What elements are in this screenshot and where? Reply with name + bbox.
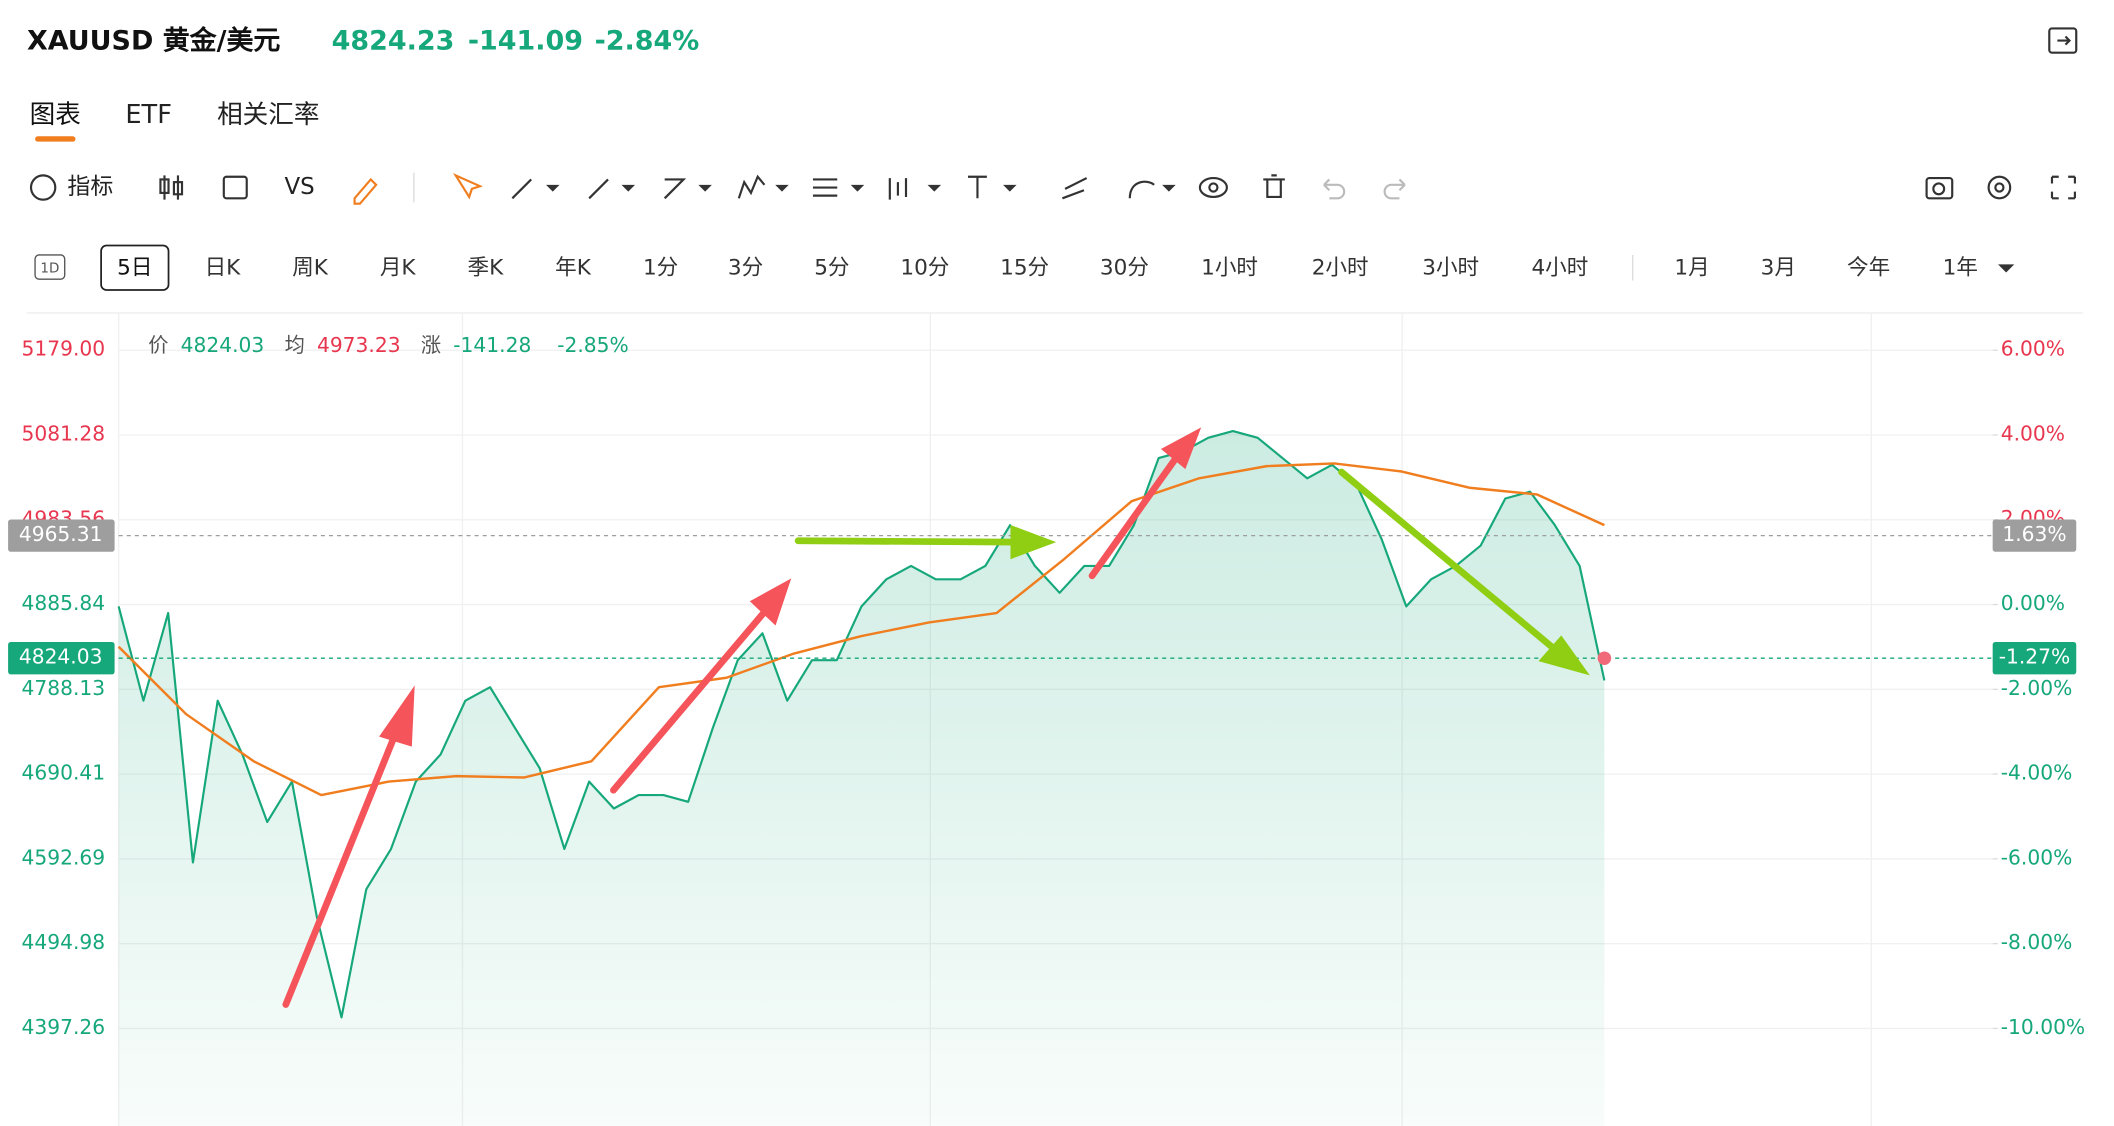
tool-icons[interactable] xyxy=(511,174,1155,200)
y-tick-label: 5179.00 xyxy=(22,337,106,361)
pct-level-box xyxy=(1992,642,2077,675)
timeframe[interactable]: 5日 xyxy=(117,255,152,280)
timeframe[interactable]: 2小时 xyxy=(1312,255,1369,280)
timeframe[interactable]: 3月 xyxy=(1761,255,1796,280)
y-tick-label: 4788.13 xyxy=(22,676,106,700)
plot: 5179.005081.284983.564885.844788.134690.… xyxy=(8,333,2085,1126)
y-tick-label: 4885.84 xyxy=(22,591,106,615)
y-tick-label: 4592.69 xyxy=(22,845,106,869)
price: 4824.23 xyxy=(332,25,455,56)
y-tick-label: 4690.41 xyxy=(22,761,106,785)
1d-label: 1D xyxy=(40,260,59,276)
camera-icon[interactable] xyxy=(1925,177,1954,200)
pct-level-label: -1.27% xyxy=(1999,645,2071,669)
timeframe[interactable]: 年K xyxy=(555,255,592,280)
shape-icon[interactable] xyxy=(222,175,248,200)
price-level-box xyxy=(8,519,115,552)
tab[interactable]: ETF xyxy=(125,100,172,130)
timeframe[interactable]: 5分 xyxy=(814,255,849,280)
y2-tick-label: -4.00% xyxy=(2001,761,2073,785)
timeframe[interactable]: 1月 xyxy=(1674,255,1709,280)
y2-tick-label: -6.00% xyxy=(2001,845,2073,869)
cursor-icon[interactable] xyxy=(452,172,483,200)
y2-tick-label: -2.00% xyxy=(2001,676,2073,700)
price-level-label: 4824.03 xyxy=(19,645,103,669)
y2-tick-label: 6.00% xyxy=(2001,337,2065,361)
average-line xyxy=(117,462,1605,797)
timeframe[interactable]: 1分 xyxy=(643,255,678,280)
symbol: XAUUSD 黄金/美元 xyxy=(27,24,280,56)
timeframe[interactable]: 30分 xyxy=(1100,255,1149,280)
y-tick-label: 4494.98 xyxy=(22,930,106,954)
settings-icon[interactable] xyxy=(1987,175,2012,200)
y2-tick-label: -8.00% xyxy=(2001,930,2073,954)
timeframe[interactable]: 周K xyxy=(292,255,329,280)
timeframe[interactable]: 15分 xyxy=(1000,255,1049,280)
timeframe[interactable]: 今年 xyxy=(1847,255,1890,280)
y-tick-label: 4397.26 xyxy=(22,1015,106,1039)
tab-indicator xyxy=(35,136,76,142)
fullscreen-icon[interactable] xyxy=(2050,175,2076,200)
price-level-box xyxy=(8,642,115,675)
info-value: -141.28 xyxy=(453,333,531,357)
y2-tick-label: 4.00% xyxy=(2001,421,2065,445)
info-label: 涨 xyxy=(421,333,441,357)
timeframes: 5日 日K 周K 月K 季K 年K 1分 3分 5分 10分 15分 30分 1小时 2小时 3小时 4小时 1… xyxy=(117,255,1978,280)
timeframe[interactable]: 10分 xyxy=(900,255,949,280)
info-label: 均 xyxy=(285,333,305,357)
timeframe-caret[interactable] xyxy=(1998,264,2015,273)
pct-level-box xyxy=(1992,519,2077,552)
toolbar: 指标 VS xyxy=(29,172,2076,205)
timeframe[interactable]: 4小时 xyxy=(1531,255,1588,280)
info-value: 4973.23 xyxy=(317,333,401,357)
gauge-icon[interactable] xyxy=(29,174,57,201)
change: -141.09 xyxy=(468,25,583,56)
timeframe[interactable]: 季K xyxy=(468,255,505,280)
y2-tick-label: -10.00% xyxy=(2001,1015,2085,1039)
timeframe[interactable]: 日K xyxy=(205,255,242,280)
timeframe[interactable]: 1小时 xyxy=(1201,255,1258,280)
timeframe-selected[interactable] xyxy=(100,244,170,291)
tab[interactable]: 图表 xyxy=(30,100,81,130)
timeframe[interactable]: 3小时 xyxy=(1422,255,1479,280)
annotation-arrows xyxy=(282,427,1590,1008)
timeframe[interactable]: 3分 xyxy=(728,255,763,280)
exit-icon[interactable] xyxy=(2048,27,2078,54)
info-value: -2.85% xyxy=(557,333,629,357)
info-value: 4824.03 xyxy=(181,333,265,357)
tab[interactable]: 相关汇率 xyxy=(217,100,319,130)
info-label: 价 xyxy=(148,333,168,357)
y-tick-label: 5081.28 xyxy=(22,421,106,445)
timeframe[interactable]: 1年 xyxy=(1943,255,1978,280)
vs-button[interactable]: VS xyxy=(284,174,314,200)
change-pct: -2.84% xyxy=(595,25,700,56)
timeframe[interactable]: 月K xyxy=(380,255,417,280)
y2-tick-label: 0.00% xyxy=(2001,591,2065,615)
draw-icon[interactable] xyxy=(353,177,378,205)
pct-level-label: 1.63% xyxy=(2002,522,2066,546)
current-dot xyxy=(1597,651,1612,665)
price-level-label: 4965.31 xyxy=(19,522,103,546)
1d-icon[interactable] xyxy=(34,254,66,280)
indicator-button[interactable]: 指标 xyxy=(67,174,113,200)
price-area xyxy=(118,431,1605,1126)
